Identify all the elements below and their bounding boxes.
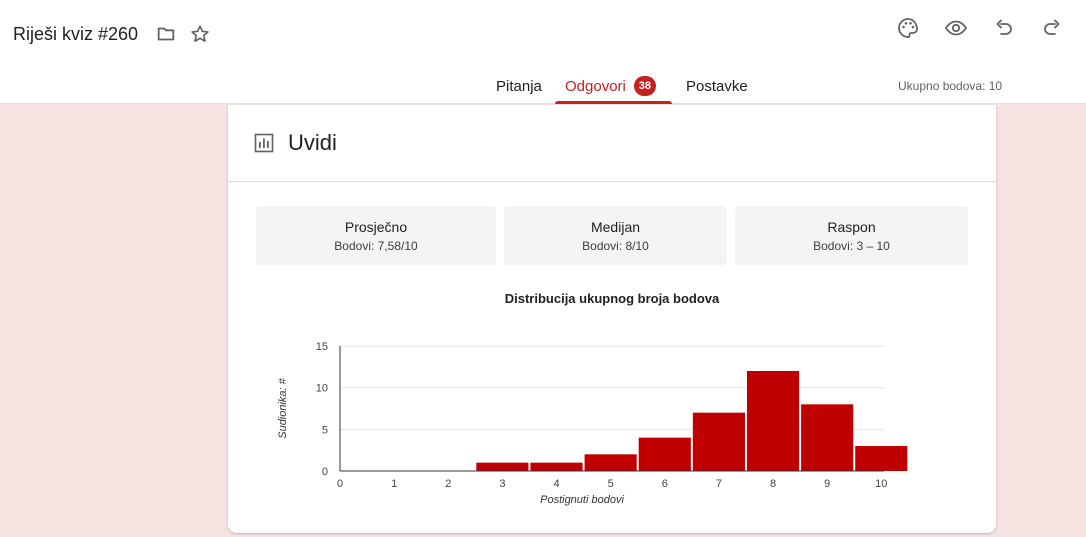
- x-axis-label: Postignuti bodovi: [540, 494, 624, 506]
- folder-icon[interactable]: [152, 20, 180, 48]
- insights-icon: [254, 133, 274, 158]
- tab-odgovori[interactable]: Odgovori 38: [565, 70, 656, 104]
- x-tick-label: 4: [553, 478, 559, 490]
- bar-7: [692, 412, 745, 471]
- x-tick-label: 10: [875, 478, 887, 490]
- title-row: Riješi kviz #260: [13, 20, 214, 48]
- stat-value: Bodovi: 7,58/10: [334, 239, 418, 253]
- header: Riješi kviz #260 Pitanja Odgovori 38: [0, 0, 1086, 104]
- x-tick-label: 7: [716, 478, 722, 490]
- x-tick-label: 0: [337, 478, 343, 490]
- bar-9: [801, 404, 854, 471]
- palette-icon[interactable]: [884, 14, 932, 42]
- bar-5: [584, 454, 637, 471]
- insights-header: Uvidi: [228, 105, 996, 182]
- x-tick-label: 2: [445, 478, 451, 490]
- responses-count-badge: 38: [633, 76, 656, 96]
- chart-title: Distribucija ukupnog broja bodova: [504, 291, 720, 306]
- stat-label: Prosječno: [344, 219, 408, 235]
- stat-median: Medijan Bodovi: 8/10: [504, 206, 727, 265]
- form-title[interactable]: Riješi kviz #260: [13, 23, 139, 44]
- y-tick-label: 15: [316, 341, 328, 353]
- tab-label: Odgovori: [565, 78, 626, 95]
- tab-postavke[interactable]: Postavke: [686, 70, 748, 104]
- undo-icon[interactable]: [980, 14, 1028, 42]
- y-tick-label: 5: [322, 424, 328, 436]
- bar-8: [746, 371, 800, 471]
- bar-10: [855, 446, 908, 471]
- x-tick-label: 1: [391, 478, 397, 490]
- redo-icon[interactable]: [1028, 14, 1076, 42]
- stat-label: Medijan: [590, 219, 641, 235]
- x-tick-label: 6: [662, 478, 668, 490]
- bar-4: [530, 462, 583, 471]
- y-axis-label: Sudionika: #: [277, 377, 289, 438]
- star-icon[interactable]: [186, 20, 214, 48]
- total-points: Ukupno bodova: 10: [898, 79, 1003, 93]
- eye-icon[interactable]: [932, 14, 980, 42]
- tab-label: Pitanja: [496, 78, 542, 95]
- y-tick-label: 10: [316, 383, 328, 395]
- tab-pitanja[interactable]: Pitanja: [496, 70, 542, 104]
- insights-card: Uvidi Prosječno Bodovi: 7,58/10 Medijan …: [228, 105, 996, 533]
- stat-value: Bodovi: 3 – 10: [813, 239, 890, 253]
- stat-label: Raspon: [827, 219, 876, 235]
- x-tick-label: 3: [499, 478, 505, 490]
- x-tick-label: 5: [608, 478, 614, 490]
- tab-bar: Pitanja Odgovori 38 Postavke: [0, 70, 1086, 104]
- stat-value: Bodovi: 8/10: [582, 239, 649, 253]
- active-tab-indicator: [555, 101, 672, 104]
- bar-6: [638, 437, 691, 471]
- insights-title: Uvidi: [288, 130, 337, 155]
- bar-3: [476, 462, 529, 471]
- tab-label: Postavke: [686, 78, 748, 95]
- x-tick-label: 8: [770, 478, 776, 490]
- stat-range: Raspon Bodovi: 3 – 10: [735, 206, 968, 265]
- toolbar-icons: [884, 14, 1076, 42]
- x-tick-label: 9: [824, 478, 830, 490]
- stat-average: Prosječno Bodovi: 7,58/10: [256, 206, 496, 265]
- y-tick-label: 0: [322, 466, 328, 478]
- score-distribution-chart: 0 5 10 15 0 1 2 3 4 5 6 7 8 9 10 Postignuti bodovi Sudio…: [277, 341, 908, 506]
